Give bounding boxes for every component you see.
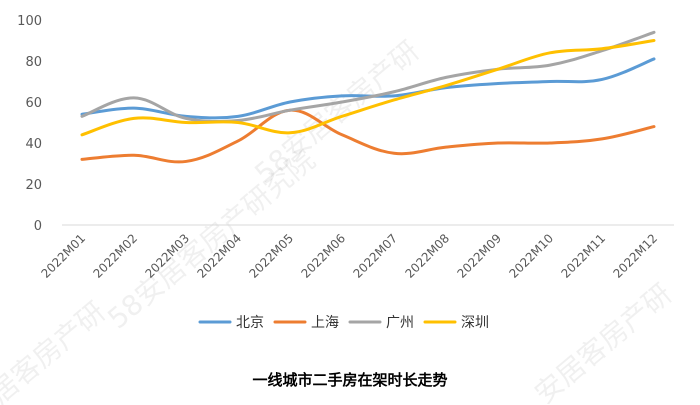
x-tick-label: 2022M12 xyxy=(611,231,661,281)
legend: 北京 上海 广州 深圳 xyxy=(198,315,489,331)
y-tick-label: 20 xyxy=(25,178,42,193)
x-tick-label: 2022M06 xyxy=(299,231,349,281)
x-tick-label: 2022M11 xyxy=(559,231,609,281)
legend-label: 上海 xyxy=(311,315,339,331)
legend-label: 北京 xyxy=(236,315,264,331)
series-line-2 xyxy=(80,30,656,124)
y-tick-label: 100 xyxy=(17,14,42,29)
y-tick-label: 40 xyxy=(25,137,42,152)
series-layer xyxy=(80,30,656,164)
x-tick-label: 2022M10 xyxy=(507,231,557,281)
y-tick-label: 0 xyxy=(34,219,42,234)
watermark-layer: 58安居客房产研 58安居客房产研究院 居客房产研 安居客房产研 xyxy=(0,34,678,405)
x-tick-label: 2022M07 xyxy=(351,231,401,281)
x-tick-label: 2022M01 xyxy=(39,231,89,281)
series-line-3 xyxy=(80,39,656,137)
legend-label: 广州 xyxy=(386,315,414,331)
watermark-text: 安居客房产研 xyxy=(528,277,678,405)
x-tick-label: 2022M09 xyxy=(455,231,505,281)
y-tick-label: 60 xyxy=(25,96,42,111)
x-axis: 2022M01 2022M02 2022M03 2022M04 2022M05 2022M… xyxy=(39,231,661,281)
x-tick-label: 2022M08 xyxy=(403,231,453,281)
y-axis: 0 20 40 60 80 100 xyxy=(17,14,42,234)
chart-title: 一线城市二手房在架时长走势 xyxy=(252,371,447,389)
x-tick-label: 2022M02 xyxy=(91,231,141,281)
series-line-1 xyxy=(80,108,656,164)
y-tick-label: 80 xyxy=(25,55,42,70)
watermark-text: 居客房产研 xyxy=(0,295,112,405)
legend-label: 深圳 xyxy=(461,315,489,331)
x-tick-label: 2022M05 xyxy=(247,231,297,281)
